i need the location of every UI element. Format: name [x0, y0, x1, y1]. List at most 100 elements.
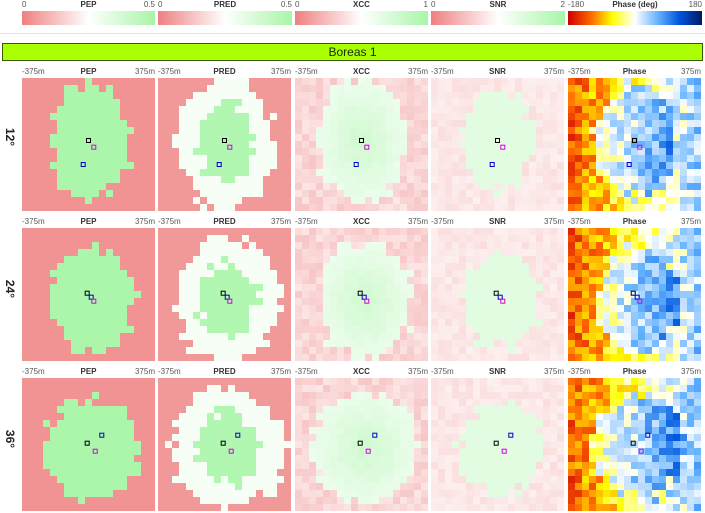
- map-heatmap: [568, 78, 701, 211]
- dataset-banner: Boreas 1: [2, 43, 703, 61]
- location-marker: [216, 162, 222, 167]
- location-marker: [637, 144, 643, 150]
- colorbar-max: 180: [688, 0, 702, 9]
- axis-right-label: 375m: [543, 67, 564, 76]
- map-panel-xcc: [295, 78, 428, 211]
- location-marker: [222, 138, 227, 143]
- map-heatmap: [158, 78, 291, 211]
- location-marker: [364, 144, 370, 150]
- location-marker: [637, 298, 643, 304]
- axis-right-label: 375m: [680, 217, 701, 226]
- location-marker: [357, 440, 363, 446]
- panel-header: -375m XCC 375m: [295, 66, 428, 78]
- axis-right-label: 375m: [680, 367, 701, 376]
- divider: [0, 33, 705, 34]
- colorbar-max: 0.5: [143, 0, 155, 9]
- axis-left-label: -375m: [158, 67, 181, 76]
- panel-title: PEP: [80, 367, 97, 376]
- colorbar-pep: 0 PEP 0.5: [22, 0, 155, 28]
- colorbar-min: -180: [568, 0, 585, 9]
- location-marker: [630, 440, 636, 446]
- axis-left-label: -375m: [158, 217, 181, 226]
- axis-right-label: 375m: [543, 367, 564, 376]
- axis-right-label: 375m: [680, 67, 701, 76]
- location-marker: [92, 448, 98, 454]
- panel-header: -375m PRED 375m: [158, 366, 291, 378]
- map-heatmap: [431, 228, 564, 361]
- axis-right-label: 375m: [270, 217, 291, 226]
- axis-left-label: -375m: [22, 67, 45, 76]
- axis-left-label: -375m: [158, 367, 181, 376]
- map-panel-pred: [158, 228, 291, 361]
- location-marker: [497, 294, 503, 300]
- axis-right-label: 375m: [407, 217, 428, 226]
- panel-header: -375m PEP 375m: [22, 66, 155, 78]
- colorbar-title: SNR: [489, 0, 507, 9]
- map-panel-snr: [431, 228, 564, 361]
- colorbar-min: 0: [22, 0, 27, 9]
- map-heatmap: [158, 228, 291, 361]
- map-panel-pep: [22, 228, 155, 361]
- panel-header: -375m XCC 375m: [295, 366, 428, 378]
- colorbar-max: 2: [560, 0, 565, 9]
- axis-right-label: 375m: [270, 367, 291, 376]
- panel-title: PRED: [213, 367, 236, 376]
- axis-right-label: 375m: [407, 67, 428, 76]
- axis-right-label: 375m: [134, 367, 155, 376]
- map-heatmap: [158, 378, 291, 511]
- map-panel-pep: [22, 378, 155, 511]
- colorbar-gradient: [22, 11, 155, 25]
- map-panel-phase: [568, 378, 701, 511]
- panel-title: XCC: [353, 367, 370, 376]
- location-marker: [80, 162, 86, 167]
- location-marker: [638, 448, 644, 454]
- colorbar-min: 0: [158, 0, 163, 9]
- location-marker: [630, 290, 636, 296]
- panel-header: -375m Phase 375m: [568, 366, 701, 378]
- location-marker: [235, 432, 241, 438]
- panel-header: -375m SNR 375m: [431, 366, 564, 378]
- axis-right-label: 375m: [134, 67, 155, 76]
- location-marker: [99, 432, 105, 438]
- axis-left-label: -375m: [431, 367, 454, 376]
- location-marker: [224, 294, 230, 300]
- location-marker: [372, 432, 378, 438]
- map-panel-snr: [431, 378, 564, 511]
- location-marker: [632, 138, 637, 143]
- colorbar-title: PRED: [213, 0, 237, 9]
- colorbar-pred: 0 PRED 0.5: [158, 0, 292, 28]
- location-marker: [493, 440, 499, 446]
- axis-right-label: 375m: [543, 217, 564, 226]
- panel-title: Phase: [622, 367, 647, 376]
- map-heatmap: [22, 378, 155, 511]
- panel-title: PRED: [213, 67, 236, 76]
- location-marker: [91, 298, 97, 304]
- panel-title: PEP: [80, 217, 97, 226]
- panel-header: -375m PRED 375m: [158, 66, 291, 78]
- panel-title: Phase: [622, 217, 647, 226]
- axis-right-label: 375m: [407, 367, 428, 376]
- location-marker: [508, 432, 514, 438]
- map-heatmap: [568, 228, 701, 361]
- panel-header: -375m SNR 375m: [431, 216, 564, 228]
- location-marker: [501, 448, 507, 454]
- map-panel-xcc: [295, 378, 428, 511]
- location-marker: [500, 144, 506, 150]
- colorbar-title: PEP: [80, 0, 97, 9]
- location-marker: [227, 144, 233, 150]
- axis-left-label: -375m: [568, 217, 591, 226]
- panel-header: -375m PEP 375m: [22, 216, 155, 228]
- panel-title: XCC: [353, 217, 370, 226]
- location-marker: [220, 290, 226, 296]
- location-marker: [353, 162, 359, 167]
- location-marker: [220, 440, 226, 446]
- map-panel-xcc: [295, 228, 428, 361]
- location-marker: [493, 290, 499, 296]
- axis-left-label: -375m: [431, 67, 454, 76]
- map-heatmap: [568, 378, 701, 511]
- panel-title: SNR: [489, 67, 506, 76]
- location-marker: [634, 294, 640, 300]
- location-marker: [88, 294, 94, 300]
- map-panel-pep: [22, 78, 155, 211]
- panel-header: -375m Phase 375m: [568, 216, 701, 228]
